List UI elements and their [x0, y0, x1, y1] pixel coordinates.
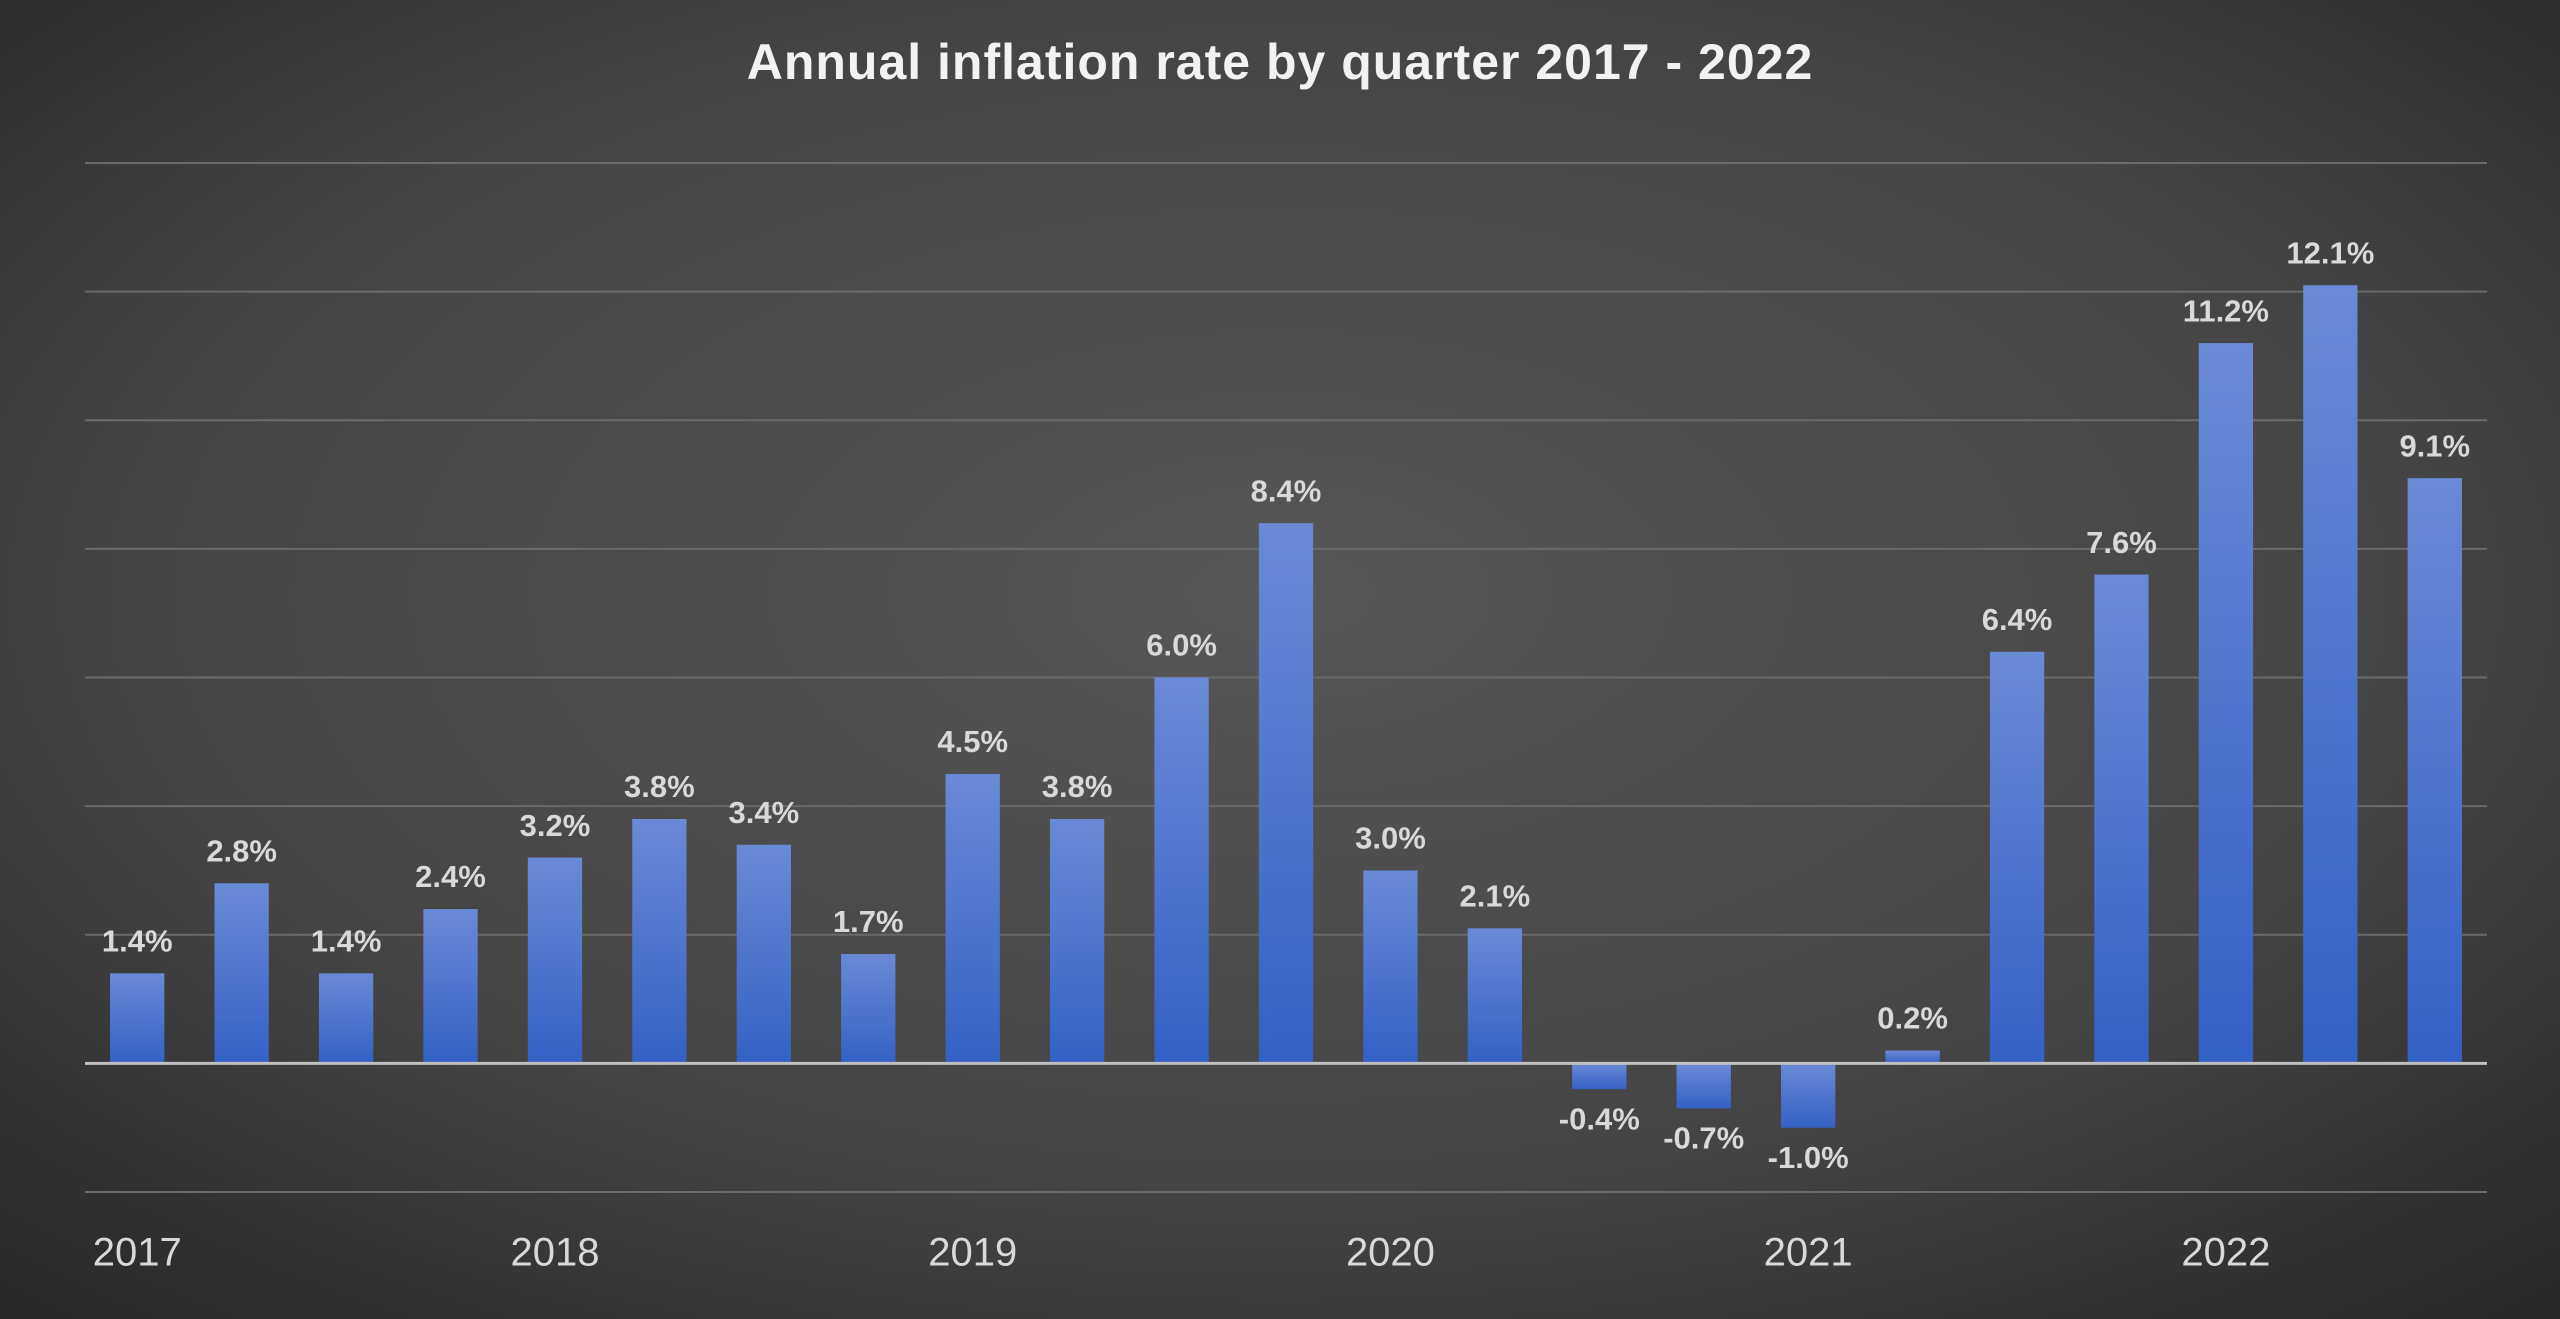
data-label: 3.2% [520, 808, 591, 843]
data-label: 1.4% [102, 924, 173, 959]
data-label: 6.4% [1982, 602, 2053, 637]
x-tick-label: 2017 [93, 1231, 182, 1275]
bar [1989, 651, 2045, 1064]
bar [2407, 478, 2462, 1064]
data-label: 11.2% [2183, 293, 2269, 328]
bar [2198, 343, 2254, 1064]
bar [1154, 677, 1209, 1064]
bar [736, 844, 791, 1064]
bar [1363, 870, 1418, 1064]
bar [110, 973, 165, 1064]
bar [1676, 1063, 1731, 1109]
data-label: 6.0% [1146, 628, 1217, 663]
data-label: 3.4% [728, 795, 799, 830]
data-label: 2.8% [206, 833, 277, 868]
bar [1049, 818, 1105, 1064]
data-label: 8.4% [1251, 473, 1322, 508]
bar [2094, 574, 2149, 1064]
bar [1467, 928, 1523, 1064]
data-label: 2.1% [1460, 879, 1531, 914]
bar [2303, 285, 2358, 1064]
x-tick-label: 2021 [1764, 1231, 1853, 1275]
bar [841, 954, 896, 1064]
bar [945, 773, 1000, 1064]
data-label: 3.8% [1042, 769, 1113, 804]
data-label: -0.4% [1559, 1101, 1640, 1136]
data-label: 3.0% [1355, 821, 1426, 856]
bar [1258, 523, 1314, 1064]
bar [318, 973, 374, 1064]
bar [527, 857, 583, 1064]
data-label: 7.6% [2086, 525, 2157, 560]
data-label: 12.1% [2286, 235, 2374, 270]
data-label: 2.4% [415, 859, 486, 894]
bar [214, 883, 269, 1064]
bar [1572, 1063, 1627, 1090]
data-label: 1.7% [833, 904, 904, 939]
bar [1885, 1050, 1940, 1064]
data-label: 3.8% [624, 769, 695, 804]
x-tick-label: 2018 [510, 1231, 599, 1275]
data-label: -0.7% [1663, 1121, 1744, 1156]
data-label: 0.2% [1877, 1001, 1948, 1036]
data-label: 9.1% [2399, 428, 2470, 463]
x-tick-label: 2022 [2181, 1231, 2270, 1275]
x-tick-label: 2020 [1346, 1231, 1435, 1275]
x-tick-label: 2019 [928, 1231, 1017, 1275]
data-label: 1.4% [311, 924, 382, 959]
data-label: -1.0% [1768, 1140, 1849, 1175]
chart-title: Annual inflation rate by quarter 2017 - … [747, 34, 1814, 90]
bar [632, 818, 687, 1064]
bar [423, 909, 478, 1064]
bar [1781, 1063, 1836, 1128]
data-label: 4.5% [937, 724, 1008, 759]
